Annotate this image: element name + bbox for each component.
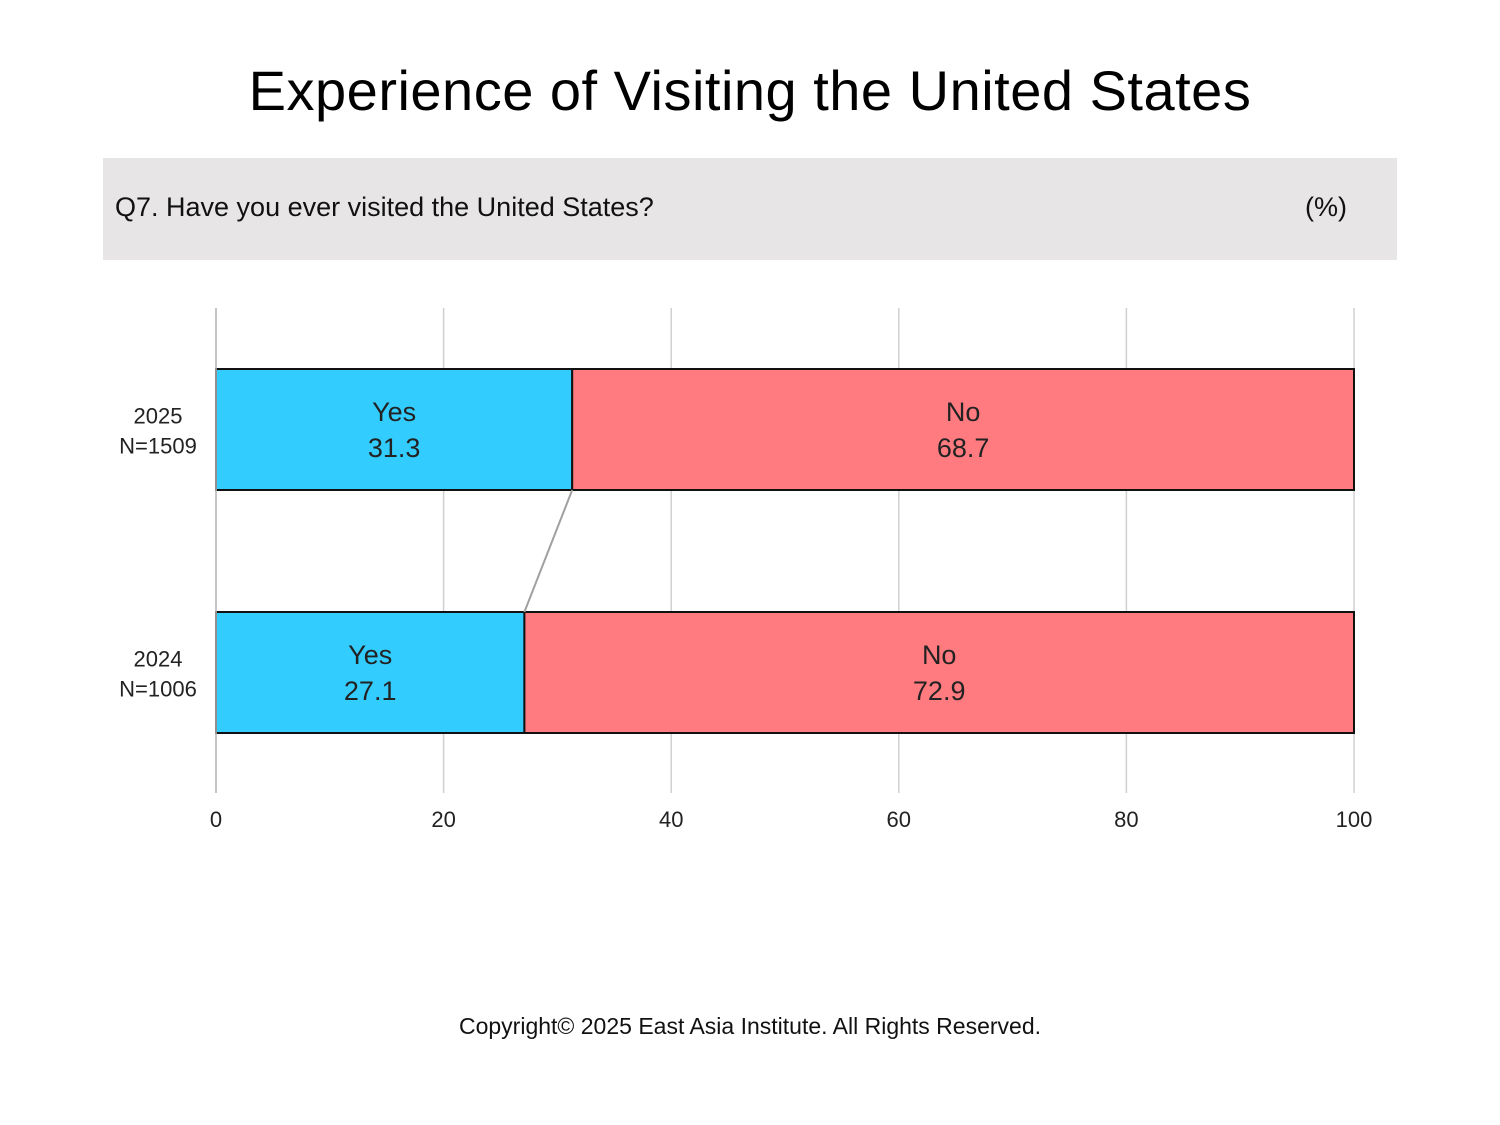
x-tick-label: 40 [659,807,683,832]
bar-value-label: 72.9 [913,676,966,706]
x-tick-label: 100 [1336,807,1373,832]
bar-yes [215,368,574,491]
x-tick-label: 60 [887,807,911,832]
stacked-bar-chart: 0 20 40 60 80 100 Yes 31.3 No 68.7 2025 N=1509 Yes 27… [119,308,1373,832]
category-year-label: 2024 [134,647,183,672]
bar-series-label: No [922,640,957,670]
bar-yes [215,611,526,734]
bar-series-label: Yes [372,397,416,427]
x-tick-label: 80 [1114,807,1138,832]
category-n-label: N=1006 [119,677,197,702]
bar-value-label: 31.3 [368,433,421,463]
copyright-footer: Copyright© 2025 East Asia Institute. All… [458,1013,1042,1039]
question-header: Q7. Have you ever visited the United Sta… [103,158,1397,260]
series-connector-line [523,489,574,613]
unit-label: (%) [1305,192,1347,222]
bar-series-label: Yes [348,640,392,670]
question-text: Q7. Have you ever visited the United Sta… [115,192,654,222]
x-tick-label: 20 [431,807,455,832]
category-year-label: 2025 [134,404,183,429]
chart-title: Experience of Visiting the United States [248,59,1252,122]
bar-value-label: 27.1 [344,676,397,706]
x-tick-label: 0 [210,807,222,832]
bar-no [523,611,1355,734]
bar-no [571,368,1355,491]
bar-series-label: No [946,397,981,427]
category-n-label: N=1509 [119,434,197,459]
bar-value-label: 68.7 [937,433,990,463]
